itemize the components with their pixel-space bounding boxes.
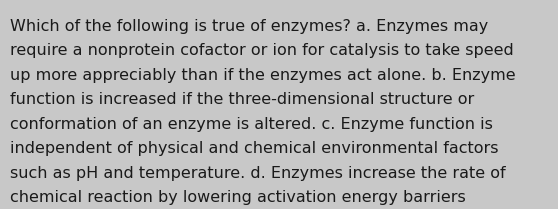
Text: such as pH and temperature. d. Enzymes increase the rate of: such as pH and temperature. d. Enzymes i… (10, 166, 506, 181)
Text: chemical reaction by lowering activation energy barriers: chemical reaction by lowering activation… (10, 190, 466, 205)
Text: require a nonprotein cofactor or ion for catalysis to take speed: require a nonprotein cofactor or ion for… (10, 43, 514, 58)
Text: up more appreciably than if the enzymes act alone. b. Enzyme: up more appreciably than if the enzymes … (10, 68, 516, 83)
Text: conformation of an enzyme is altered. c. Enzyme function is: conformation of an enzyme is altered. c.… (10, 117, 493, 132)
Text: function is increased if the three-dimensional structure or: function is increased if the three-dimen… (10, 92, 474, 107)
Text: Which of the following is true of enzymes? a. Enzymes may: Which of the following is true of enzyme… (10, 19, 488, 34)
Text: independent of physical and chemical environmental factors: independent of physical and chemical env… (10, 141, 498, 156)
